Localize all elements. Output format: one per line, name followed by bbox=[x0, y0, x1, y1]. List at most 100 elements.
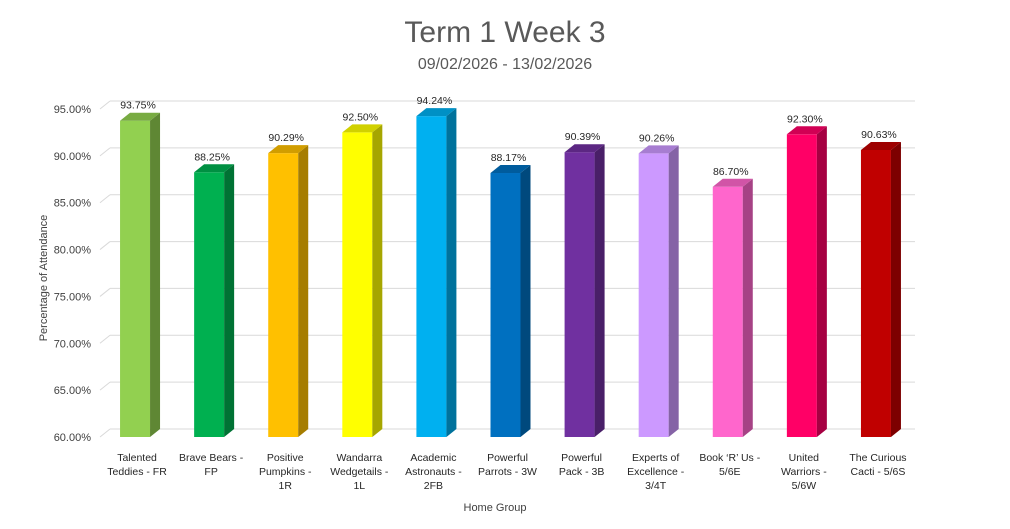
category-label: Experts of Excellence - 3/4T bbox=[627, 452, 685, 492]
category-label-line: 3/4T bbox=[645, 480, 667, 492]
y-tick-label: 60.00% bbox=[54, 432, 92, 444]
category-label-line: Pack - 3B bbox=[559, 466, 605, 478]
bar-front bbox=[712, 186, 743, 437]
category-label: Powerful Parrots - 3W bbox=[478, 452, 537, 478]
category-label-line: 5/6E bbox=[719, 466, 741, 478]
category-label-line: Excellence - bbox=[627, 466, 685, 478]
category-label-line: Cacti - 5/6S bbox=[851, 466, 906, 478]
category-label-line: 5/6W bbox=[792, 480, 817, 492]
bar-side bbox=[520, 165, 531, 438]
bar-side bbox=[668, 145, 679, 437]
data-label: 92.30% bbox=[787, 113, 823, 125]
bar-side bbox=[150, 112, 161, 437]
bar-top bbox=[194, 164, 235, 173]
bar-side bbox=[742, 178, 753, 438]
data-label: 90.26% bbox=[639, 132, 675, 144]
gridline-side bbox=[99, 288, 111, 297]
category-label-line: Warriors - bbox=[781, 466, 827, 478]
category-label-line: Powerful bbox=[487, 452, 528, 464]
bar bbox=[194, 164, 235, 437]
bar-front bbox=[194, 172, 225, 437]
category-label-line: Parrots - 3W bbox=[478, 466, 537, 478]
bar bbox=[564, 144, 605, 438]
y-axis-title: Percentage of Attendance bbox=[38, 215, 50, 342]
data-label: 88.17% bbox=[491, 152, 527, 164]
data-label: 90.63% bbox=[861, 129, 897, 141]
data-labels: 93.75% 88.25% 90.29% 92.50% 94.24% 88.17% 90.3… bbox=[120, 95, 897, 178]
category-label-line: Book ‘R’ Us - bbox=[699, 452, 760, 464]
category-label: The Curious Cacti - 5/6S bbox=[849, 452, 906, 478]
bars bbox=[120, 108, 901, 438]
category-label-line: Astronauts - bbox=[405, 466, 462, 478]
bar-front bbox=[268, 153, 299, 437]
bar-top bbox=[786, 126, 827, 135]
data-label: 94.24% bbox=[417, 95, 453, 107]
bar-top bbox=[342, 124, 383, 133]
data-label: 93.75% bbox=[120, 100, 156, 112]
gridline-side bbox=[99, 428, 111, 438]
bar-front bbox=[120, 120, 151, 437]
category-label-line: Positive bbox=[267, 452, 304, 464]
bar-top bbox=[490, 165, 531, 174]
bar-front bbox=[490, 173, 521, 438]
category-label-line: The Curious bbox=[849, 452, 906, 464]
category-label-line: Wandarra bbox=[336, 452, 382, 464]
bar-front bbox=[860, 149, 891, 438]
data-label: 92.50% bbox=[343, 111, 379, 123]
bar bbox=[268, 145, 309, 437]
chart-subtitle: 09/02/2026 - 13/02/2026 bbox=[418, 56, 592, 73]
category-label: United Warriors - 5/6W bbox=[781, 452, 827, 492]
category-label-line: United bbox=[789, 452, 820, 464]
y-tick-label: 65.00% bbox=[54, 385, 92, 397]
category-label-line: Academic bbox=[410, 452, 456, 464]
bar-top bbox=[860, 141, 901, 150]
bar-front bbox=[416, 116, 447, 437]
y-tick-label: 90.00% bbox=[54, 151, 92, 163]
category-label-line: Pumpkins - bbox=[259, 466, 312, 478]
y-tick-label: 70.00% bbox=[54, 338, 92, 350]
y-tick-label: 75.00% bbox=[54, 291, 92, 303]
bar-front bbox=[342, 132, 373, 437]
category-label-line: FP bbox=[204, 466, 217, 478]
y-tick-label: 80.00% bbox=[54, 245, 92, 257]
category-label: Talented Teddies - FR bbox=[107, 452, 167, 478]
gridline-side bbox=[99, 334, 111, 344]
bar-top bbox=[564, 144, 605, 153]
bar-front bbox=[638, 153, 669, 437]
gridline-side bbox=[99, 241, 111, 250]
bar bbox=[712, 178, 753, 438]
category-label: Book ‘R’ Us - 5/6E bbox=[699, 452, 760, 478]
bar bbox=[342, 124, 383, 437]
bar bbox=[490, 165, 531, 438]
category-label: Wandarra Wedgetails - 1L bbox=[330, 452, 389, 492]
bar-top bbox=[416, 108, 457, 117]
category-label-line: Talented bbox=[117, 452, 157, 464]
category-label: Powerful Pack - 3B bbox=[559, 452, 605, 478]
category-labels: Talented Teddies - FR Brave Bears - FP Posit… bbox=[107, 452, 906, 492]
data-label: 86.70% bbox=[713, 166, 749, 178]
bar bbox=[120, 112, 161, 437]
gridline-side bbox=[99, 381, 111, 391]
category-label: Academic Astronauts - 2FB bbox=[405, 452, 462, 492]
category-label-line: Wedgetails - bbox=[330, 466, 389, 478]
category-label: Brave Bears - FP bbox=[179, 452, 244, 478]
y-tick-label: 85.00% bbox=[54, 198, 92, 210]
bar bbox=[860, 141, 901, 438]
bar-side bbox=[594, 144, 605, 438]
category-label: Positive Pumpkins - 1R bbox=[259, 452, 312, 492]
gridline-side bbox=[99, 194, 111, 204]
bar-front bbox=[564, 152, 595, 438]
bar-side bbox=[816, 126, 827, 437]
bar-top bbox=[638, 145, 679, 154]
data-label: 90.39% bbox=[565, 131, 601, 143]
chart-title: Term 1 Week 3 bbox=[404, 16, 605, 49]
gridline-side bbox=[99, 100, 111, 110]
category-label-line: 1L bbox=[353, 480, 365, 492]
y-axis-ticks: 60.00% 65.00% 70.00% 75.00% 80.00% 85.00% 90.0… bbox=[54, 104, 92, 444]
category-label-line: 2FB bbox=[424, 480, 443, 492]
category-label-line: Experts of bbox=[632, 452, 679, 464]
bar-top bbox=[268, 145, 309, 154]
bar-top bbox=[120, 112, 161, 121]
gridline-side bbox=[99, 147, 111, 157]
